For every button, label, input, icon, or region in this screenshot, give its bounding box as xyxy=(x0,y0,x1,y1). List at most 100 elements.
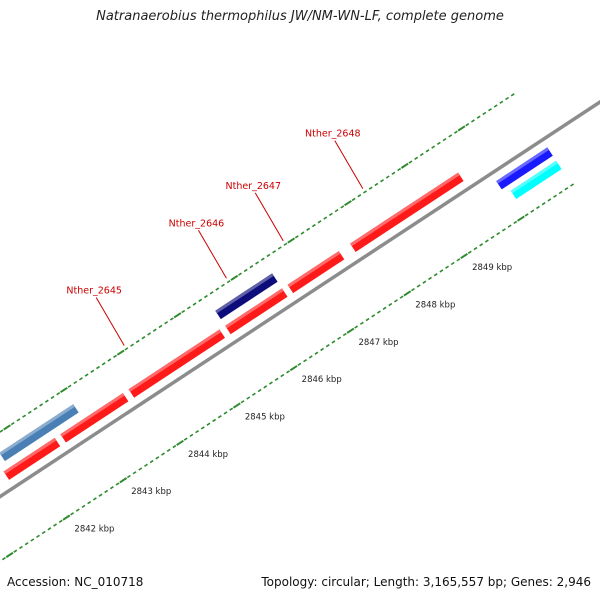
inner-tick xyxy=(490,235,495,239)
outer-tick xyxy=(209,291,214,295)
inner-tick xyxy=(257,388,262,393)
inner-tick xyxy=(308,355,313,359)
outer-tick xyxy=(340,205,345,209)
gene-label-leader xyxy=(254,192,284,242)
outer-tick xyxy=(287,237,296,244)
outer-tick xyxy=(67,384,72,388)
outer-tick xyxy=(300,231,305,235)
outer-tick xyxy=(505,96,509,101)
outer-tick xyxy=(408,160,413,164)
outer-tick xyxy=(266,253,271,258)
inner-tick xyxy=(530,209,535,213)
outer-tick xyxy=(130,343,135,347)
inner-tick xyxy=(553,194,557,198)
outer-tick xyxy=(78,377,83,381)
outer-tick xyxy=(3,424,11,431)
gene-feature-highlight xyxy=(510,160,558,194)
inner-tick xyxy=(376,310,381,314)
inner-tick xyxy=(232,402,241,409)
inner-tick xyxy=(411,287,415,292)
gene-label: Nther_2646 xyxy=(169,218,225,229)
outer-tick xyxy=(84,373,89,377)
inner-tick xyxy=(172,444,177,449)
outer-tick xyxy=(249,265,254,269)
outer-tick xyxy=(357,194,362,198)
inner-tick xyxy=(289,365,298,372)
inner-tick xyxy=(314,351,319,355)
outer-tick xyxy=(363,190,367,194)
gene-feature-body xyxy=(225,288,288,335)
scale-label: 2845 kbp xyxy=(245,412,285,422)
inner-tick xyxy=(183,437,188,441)
gene-feature xyxy=(496,147,553,190)
gene-feature xyxy=(225,288,288,335)
outer-tick xyxy=(476,115,481,119)
inner-tick xyxy=(212,418,217,423)
outer-tick xyxy=(33,407,38,411)
gene-feature-body xyxy=(60,393,129,443)
inner-tick xyxy=(331,340,336,344)
inner-tick xyxy=(13,549,18,553)
outer-tick xyxy=(260,257,265,261)
inner-tick xyxy=(337,336,342,340)
outer-tick xyxy=(124,347,129,351)
genome-summary-text: Topology: circular; Length: 3,165,557 bp… xyxy=(261,575,591,589)
inner-tick xyxy=(388,302,393,307)
outer-tick xyxy=(351,197,356,202)
outer-tick xyxy=(255,261,259,265)
inner-tick xyxy=(346,327,355,334)
inner-tick xyxy=(354,325,359,329)
inner-tick xyxy=(58,519,63,523)
inner-tick xyxy=(189,433,194,438)
inner-tick xyxy=(365,317,370,322)
gene-label: Nther_2648 xyxy=(305,129,361,140)
outer-tick xyxy=(101,362,106,366)
outer-tick xyxy=(141,336,146,340)
inner-tick xyxy=(263,385,268,389)
inner-tick xyxy=(176,439,184,446)
inner-tick xyxy=(155,456,160,460)
inner-tick xyxy=(53,523,57,527)
gene-feature-body xyxy=(215,273,278,320)
outer-tick xyxy=(113,354,117,359)
inner-tick xyxy=(570,183,575,187)
outer-tick xyxy=(192,302,197,306)
inner-tick xyxy=(104,489,109,494)
outer-tick xyxy=(186,306,191,310)
outer-tick xyxy=(317,220,322,224)
scale-label: 2849 kbp xyxy=(472,263,512,273)
outer-tick xyxy=(419,152,424,157)
outer-tick xyxy=(294,235,299,239)
inner-tick xyxy=(403,290,412,297)
outer-tick xyxy=(482,111,487,116)
outer-tick xyxy=(397,167,402,172)
scale-label: 2846 kbp xyxy=(302,375,342,385)
outer-tick xyxy=(453,130,458,134)
gene-feature-highlight xyxy=(128,329,222,392)
inner-tick xyxy=(36,534,40,538)
inner-tick xyxy=(132,471,137,475)
gene-label-leader xyxy=(334,140,364,189)
outer-tick xyxy=(457,125,466,132)
inner-tick xyxy=(496,231,501,236)
label-layer: 2842 kbp 2843 kbp 2844 kbp 2845 kbp 2846 kbp… xyxy=(66,129,512,535)
outer-tick xyxy=(400,162,409,169)
inner-tick xyxy=(200,426,205,430)
inner-tick xyxy=(467,250,472,254)
outer-tick xyxy=(385,175,390,179)
inner-tick xyxy=(62,514,71,521)
gene-feature-body xyxy=(287,251,345,294)
backbone-layer xyxy=(0,99,600,499)
inner-tick xyxy=(269,381,273,385)
outer-tick xyxy=(50,395,55,400)
gene-feature-body xyxy=(128,329,225,398)
outer-tick xyxy=(16,418,21,422)
gene-feature xyxy=(60,393,129,443)
gene-feature xyxy=(510,160,562,199)
gene-feature xyxy=(128,329,225,398)
outer-tick xyxy=(493,104,498,108)
inner-tick xyxy=(274,377,279,381)
inner-tick xyxy=(75,508,80,512)
outer-tick xyxy=(158,324,163,329)
